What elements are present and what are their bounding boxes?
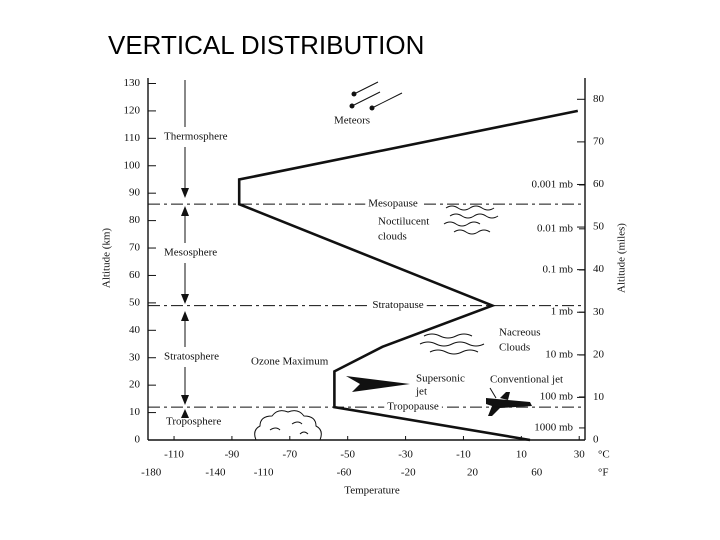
y2-tick-label: 70 — [593, 135, 605, 147]
y-tick-label: 120 — [124, 104, 141, 116]
x2-tick-label: 60 — [531, 467, 543, 479]
y-tick-label: 110 — [124, 132, 141, 144]
y-tick-label: 90 — [129, 187, 141, 199]
pressure-label: 0.01 mb — [537, 222, 574, 234]
y-tick-label: 80 — [129, 214, 141, 226]
pressure-label: 10 mb — [545, 349, 573, 361]
y-tick-label: 30 — [129, 351, 141, 363]
chart-title: VERTICAL DISTRIBUTION — [108, 30, 424, 60]
x-unit: °C — [598, 449, 610, 461]
layer-arrows — [181, 80, 189, 418]
x2-unit: °F — [598, 467, 609, 479]
conventional-jet-icon — [486, 387, 532, 416]
pressure-label: 1 mb — [551, 306, 574, 318]
y-tick-label: 0 — [135, 434, 141, 446]
y2-tick-label: 40 — [593, 263, 605, 275]
y-tick-label: 20 — [129, 379, 141, 391]
annotation: jet — [415, 386, 427, 398]
y2-tick-label: 30 — [593, 306, 605, 318]
noctilucent-icon — [443, 205, 499, 235]
y-tick-label: 40 — [129, 324, 141, 336]
boundary-label-bg — [384, 400, 442, 413]
x2-tick-label: -20 — [401, 467, 416, 479]
y2-tick-label: 20 — [593, 348, 605, 360]
y2-tick-label: 10 — [593, 391, 605, 403]
pressure-label: 0.001 mb — [531, 178, 573, 190]
x-tick-label: -110 — [164, 449, 184, 461]
y-tick-label: 50 — [129, 296, 141, 308]
annotation: Supersonic — [416, 373, 465, 385]
layer-label: Thermosphere — [164, 131, 228, 143]
x2-tick-label: 20 — [467, 467, 479, 479]
x2-tick-label: -60 — [337, 467, 352, 479]
y2-tick-label: 0 — [593, 434, 599, 446]
supersonic-jet-icon — [346, 376, 410, 392]
boundary-label: Tropopause — [387, 401, 439, 413]
x2-tick-label: -140 — [205, 467, 226, 479]
x-tick-label: -30 — [398, 449, 413, 461]
x-tick-label: 30 — [574, 449, 586, 461]
annotation: clouds — [378, 231, 407, 243]
boundary-label: Stratopause — [372, 299, 423, 311]
temperature-profile — [237, 109, 579, 442]
layer-label: Troposphere — [166, 416, 221, 428]
y2-tick-label: 80 — [593, 93, 605, 105]
annotation: Meteors — [334, 115, 370, 127]
x-tick-label: -50 — [340, 449, 355, 461]
y-tick-label: 100 — [124, 159, 141, 171]
y-tick-label: 10 — [129, 406, 141, 418]
y2-tick-label: 60 — [593, 178, 605, 190]
y2-tick-label: 50 — [593, 221, 605, 233]
pressure-label: 1000 mb — [534, 421, 573, 433]
y-tick-label: 130 — [124, 77, 141, 89]
x-tick-label: 10 — [516, 449, 528, 461]
annotation: Nacreous — [499, 327, 541, 339]
y-tick-label: 60 — [129, 269, 141, 281]
layer-label: Mesosphere — [164, 247, 217, 259]
annotation: Ozone Maximum — [251, 356, 329, 368]
annotation: Conventional jet — [490, 374, 563, 386]
x-tick-label: -70 — [282, 449, 297, 461]
boundary-label: Mesopause — [368, 198, 418, 210]
y-axis-label: Altitude (km) — [101, 228, 113, 289]
annotation: Noctilucent — [378, 216, 429, 228]
y2-axis-label: Altitude (miles) — [616, 223, 628, 293]
boundary-label-bg — [365, 197, 421, 210]
x-tick-label: -90 — [225, 449, 240, 461]
x-axis-label: Temperature — [344, 485, 400, 497]
boundary-label-bg — [369, 299, 427, 312]
x2-tick-label: -110 — [254, 467, 274, 479]
meteor-icons — [349, 81, 403, 111]
annotation: Clouds — [499, 342, 530, 354]
pressure-label: 100 mb — [540, 390, 574, 402]
troposphere-cloud-icon — [254, 410, 322, 441]
nacreous-icon — [419, 333, 485, 355]
pressure-label: 0.1 mb — [542, 264, 573, 276]
x-tick-label: -10 — [456, 449, 471, 461]
x2-tick-label: -180 — [141, 467, 162, 479]
y-tick-label: 70 — [129, 242, 141, 254]
layer-label: Stratosphere — [164, 351, 219, 363]
